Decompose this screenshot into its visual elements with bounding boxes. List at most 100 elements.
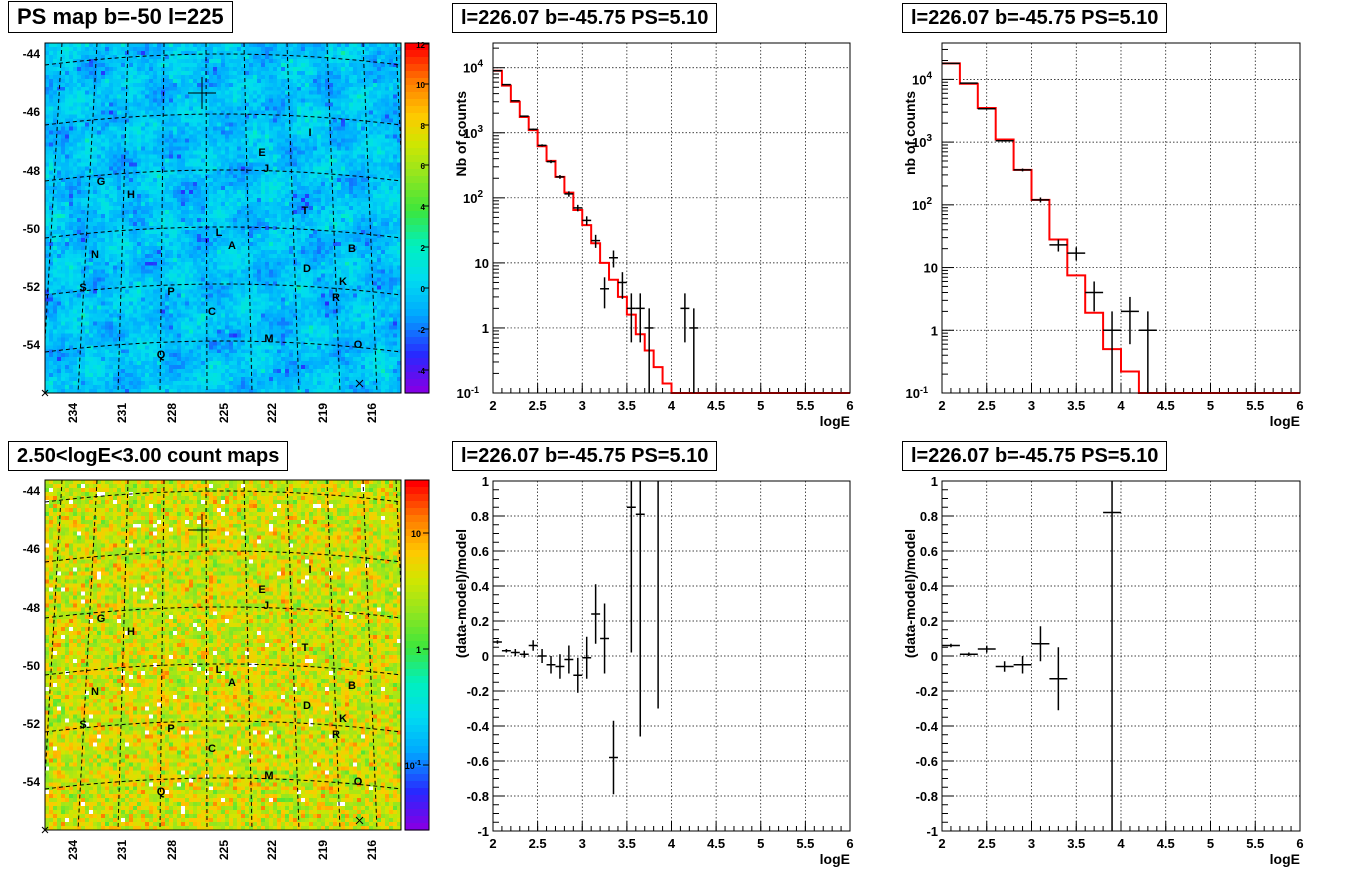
map_bottom-source-label-P: P (167, 723, 174, 735)
spec2-frame (941, 42, 1301, 394)
map_bottom-colorbar-label: 10 (411, 529, 421, 539)
map_top-colorbar-step (405, 267, 429, 275)
map_bottom-coord-grid (45, 480, 401, 830)
res2-ytick-label: -0.8 (916, 789, 938, 804)
map_top-colorbar-step (405, 386, 429, 394)
map_top-source-label-P: P (167, 286, 174, 298)
map_bottom-source-label-K: K (339, 713, 347, 725)
residual-1-title: l=226.07 b=-45.75 PS=5.10 (452, 441, 718, 471)
map_bottom-colorbar-step (405, 578, 429, 586)
map_bottom-source-label-L: L (216, 664, 223, 676)
res1-ylabel: (data-model)/model (453, 529, 469, 658)
map_bottom-ytick-label: -44 (23, 484, 41, 498)
map_top-colorbar-step (405, 197, 429, 205)
map_top-lat-line (45, 169, 401, 182)
map_bottom-xtick-label: 234 (66, 840, 80, 860)
map_bottom-colorbar-step (405, 606, 429, 614)
map_bottom-colorbar-label-exp: -1 (415, 760, 421, 767)
map_top-corner-x-right (355, 379, 364, 388)
map_bottom-colorbar-step (405, 767, 429, 775)
map_bottom-source-label-H: H (127, 626, 135, 638)
spec1-xtick-label: 3 (579, 398, 586, 413)
spectrum-1-title: l=226.07 b=-45.75 PS=5.10 (452, 3, 718, 33)
map_bottom-colorbar-step (405, 823, 429, 831)
res1-xtick-label: 5.5 (796, 836, 814, 851)
map_top-colorbar-step (405, 218, 429, 226)
spec1-xtick-label: 3.5 (618, 398, 636, 413)
res2-ytick-label: 0.8 (920, 509, 938, 524)
res1-ytick-label: 0.2 (471, 614, 489, 629)
res2-xlabel: logE (1270, 851, 1300, 867)
res1-ytick-label: 0.4 (471, 579, 490, 594)
map_top-lon-line (45, 43, 63, 350)
res2-xtick-label: 6 (1296, 836, 1303, 851)
map_top-colorbar-label: 10 (416, 81, 425, 90)
map_bottom-colorbar-step (405, 676, 429, 684)
map_top-lon-line (286, 43, 300, 393)
map_bottom-colorbar-step (405, 655, 429, 663)
map_top-lon-line (159, 43, 165, 393)
spec2-xtick-label: 3 (1028, 398, 1035, 413)
map_top-source-label-T: T (302, 205, 309, 217)
map_top-colorbar-step (405, 344, 429, 352)
map_top-colorbar-step (405, 162, 429, 170)
res2-ytick-label: -0.4 (916, 719, 939, 734)
map_top-colorbar-step (405, 85, 429, 93)
map_top-ytick-label: -52 (23, 280, 41, 294)
spec1-ytick-label: 10 (475, 256, 489, 271)
spec2-ytick-label-exp: 3 (926, 133, 932, 144)
map_bottom-xtick-label: 225 (217, 840, 231, 860)
map_top-ytick-label: -44 (23, 47, 41, 61)
map_bottom-source-label-R: R (332, 729, 340, 741)
spec2-ytick-label: 1 (931, 323, 938, 338)
map_bottom-colorbar-step (405, 662, 429, 670)
map_bottom-colorbar: 10 1 10-1 (404, 479, 430, 831)
map_bottom-source-label-N: N (91, 686, 99, 698)
map_bottom-colorbar-step (405, 634, 429, 642)
map_top-colorbar-step (405, 372, 429, 380)
map_top-colorbar-step (405, 183, 429, 191)
map_top-source-label-Q: Q (157, 349, 166, 361)
map_bottom-colorbar-step (405, 725, 429, 733)
map_bottom-ytick-label: -52 (23, 717, 41, 731)
map_top-colorbar-step (405, 99, 429, 107)
map_top-colorbar-step (405, 43, 429, 51)
map_bottom-lon-line (159, 480, 165, 830)
map_top-lon-line (117, 43, 129, 393)
map_top-xtick-label: 219 (316, 403, 330, 423)
map_top-colorbar-step (405, 176, 429, 184)
map_bottom-ytick-label: -48 (23, 601, 41, 615)
spec1-ylabel: Nb of counts (453, 91, 469, 177)
map_top-colorbar-label: 6 (421, 162, 426, 171)
map_top-source-label-H: H (127, 189, 135, 201)
map_bottom-lon-line (326, 480, 341, 830)
res2-xtick-label: 4.5 (1157, 836, 1175, 851)
map_top-lon-line (77, 43, 98, 393)
map_top-xtick-label: 225 (217, 403, 231, 423)
map-bottom-title: 2.50<logE<3.00 count maps (8, 441, 289, 471)
map_bottom-colorbar-step (405, 781, 429, 789)
res1-ytick-label: -0.4 (467, 719, 490, 734)
map_top-source-label-C: C (208, 306, 216, 318)
map_top-colorbar-step (405, 239, 429, 247)
map_top-lat-line (45, 340, 401, 353)
map_bottom-lat-line (45, 720, 401, 733)
map_bottom-colorbar-step (405, 648, 429, 656)
map_bottom-source-label-A: A (228, 677, 236, 689)
spec2-ylabel: nb of counts (902, 91, 918, 175)
map_bottom-colorbar-step (405, 522, 429, 530)
map_bottom-lon-line (395, 480, 401, 601)
map_top-colorbar-step (405, 330, 429, 338)
map_top-colorbar-step (405, 379, 429, 387)
spec2-xtick-label: 2.5 (978, 398, 996, 413)
spec1-xtick-label: 2.5 (529, 398, 547, 413)
map_top-colorbar-label: 12 (416, 41, 425, 50)
map_bottom-colorbar-step (405, 704, 429, 712)
map_bottom-colorbar-step (405, 620, 429, 628)
map_bottom-colorbar-step (405, 746, 429, 754)
map_bottom-source-label-Q: Q (157, 786, 166, 798)
map_top-colorbar-step (405, 260, 429, 268)
residual-2-title: l=226.07 b=-45.75 PS=5.10 (902, 441, 1168, 471)
